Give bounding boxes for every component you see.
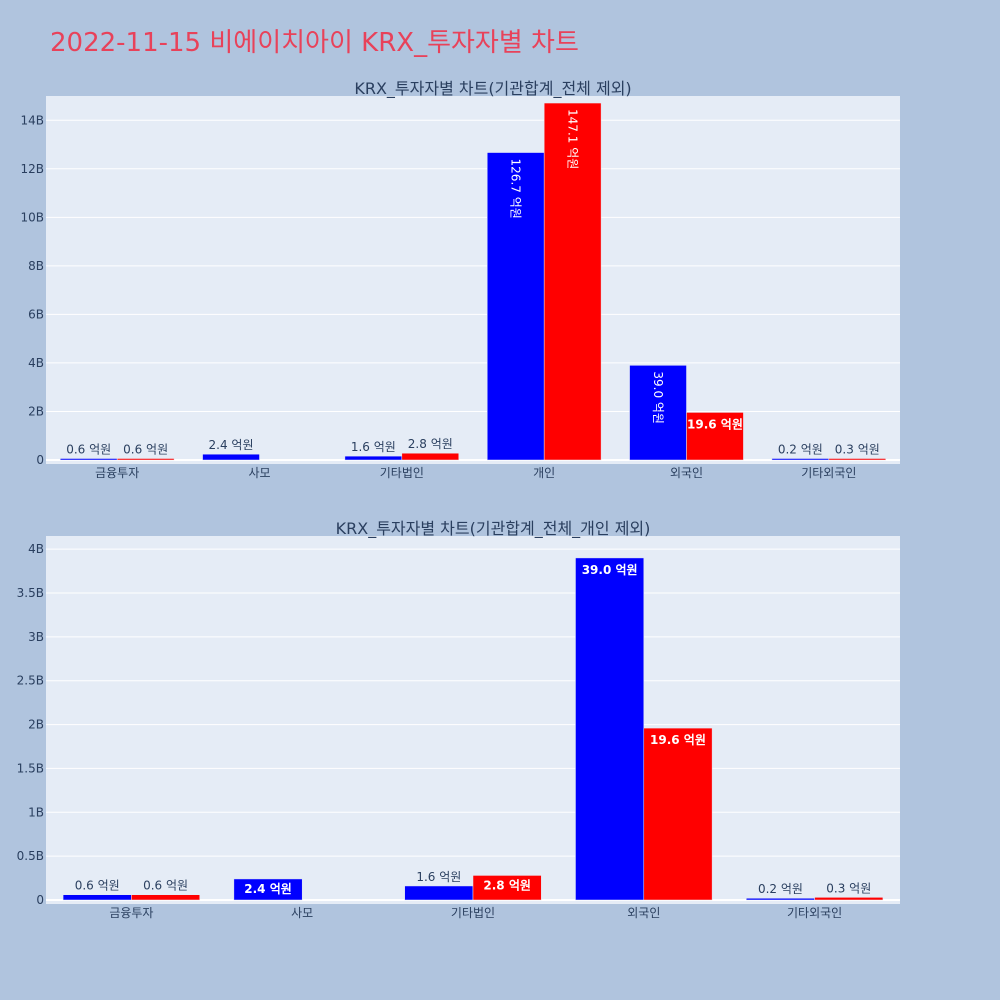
x-tick-label: 기타법인	[451, 906, 495, 920]
bar	[202, 453, 260, 461]
data-label: 0.3 억원	[835, 443, 880, 457]
bar	[131, 894, 200, 901]
data-label: 126.7 억원	[509, 159, 523, 219]
bar	[543, 102, 602, 461]
data-label: 0.6 억원	[66, 443, 111, 457]
data-label: 2.4 억원	[209, 438, 254, 452]
plot-area	[46, 536, 900, 904]
page-title: 2022-11-15 비에이치아이 KRX_투자자별 차트	[50, 28, 579, 58]
x-tick-label: 금융투자	[109, 906, 153, 920]
y-tick-label: 14B	[20, 113, 44, 127]
x-tick-label: 외국인	[627, 906, 660, 920]
bar	[116, 458, 175, 461]
y-tick-label: 3.5B	[17, 586, 44, 600]
data-label: 0.6 억원	[123, 443, 168, 457]
bar	[233, 878, 303, 901]
plot-area	[46, 96, 900, 464]
y-tick-label: 0	[36, 453, 44, 467]
x-tick-label: 사모	[291, 906, 313, 920]
data-label: 19.6 억원	[650, 733, 706, 747]
bar	[59, 458, 118, 461]
bar	[401, 452, 460, 461]
y-tick-label: 8B	[28, 259, 44, 273]
y-tick-label: 0	[36, 893, 44, 907]
bar	[814, 897, 884, 901]
x-tick-label: 기타외국인	[801, 466, 856, 480]
data-label: 1.6 억원	[351, 440, 396, 454]
bar	[686, 412, 744, 461]
y-tick-label: 2B	[28, 718, 44, 732]
y-tick-label: 4B	[28, 542, 44, 556]
data-label: 0.3 억원	[826, 881, 871, 895]
data-label: 0.2 억원	[758, 882, 803, 896]
data-label: 2.8 억원	[483, 878, 531, 892]
y-tick-label: 1B	[28, 805, 44, 819]
data-label: 2.4 억원	[244, 882, 292, 896]
data-label: 147.1 억원	[566, 109, 580, 169]
y-tick-label: 6B	[28, 307, 44, 321]
y-tick-label: 0.5B	[17, 849, 44, 863]
bar	[404, 885, 474, 901]
bar	[575, 557, 645, 901]
bar	[472, 875, 542, 901]
data-label: 0.6 억원	[75, 879, 120, 893]
chart-2: 0 0.5B 1B 1.5B 2B 2.5B 3B 3.5B 4B KRX_투자자별 차트(기관합…	[17, 519, 900, 920]
data-label: 0.6 억원	[143, 879, 188, 893]
chart-1: 0 2B 4B 6B 8B 10B 12B 14B KRX_투자자별 차트(기관합계_전체 제외…	[20, 79, 900, 480]
y-tick-label: 1.5B	[17, 761, 44, 775]
data-label: 19.6 억원	[687, 417, 743, 431]
y-tick-label: 4B	[28, 356, 44, 370]
bar	[828, 458, 887, 461]
bar	[629, 365, 687, 461]
x-tick-label: 기타법인	[380, 466, 424, 480]
chart-title: KRX_투자자별 차트(기관합계_전체 제외)	[354, 79, 631, 99]
bar	[643, 727, 713, 901]
y-tick-label: 2.5B	[17, 674, 44, 688]
bar	[486, 152, 545, 461]
y-tick-label: 3B	[28, 630, 44, 644]
data-label: 0.2 억원	[778, 443, 823, 457]
bar	[62, 894, 132, 901]
bar	[771, 458, 830, 461]
bar	[746, 897, 815, 901]
x-tick-label: 금융투자	[95, 466, 139, 480]
y-tick-label: 10B	[20, 210, 44, 224]
data-label: 2.8 억원	[408, 437, 453, 451]
x-tick-label: 기타외국인	[787, 906, 842, 920]
data-label: 39.0 억원	[582, 563, 638, 577]
data-label: 1.6 억원	[416, 870, 461, 884]
y-tick-label: 12B	[20, 162, 44, 176]
data-label: 39.0 억원	[651, 371, 665, 424]
chart-title: KRX_투자자별 차트(기관합계_전체_개인 제외)	[336, 519, 651, 539]
y-tick-label: 2B	[28, 404, 44, 418]
x-tick-label: 외국인	[670, 466, 703, 480]
x-tick-label: 사모	[248, 466, 270, 480]
bar	[344, 455, 403, 461]
x-tick-label: 개인	[533, 466, 555, 480]
